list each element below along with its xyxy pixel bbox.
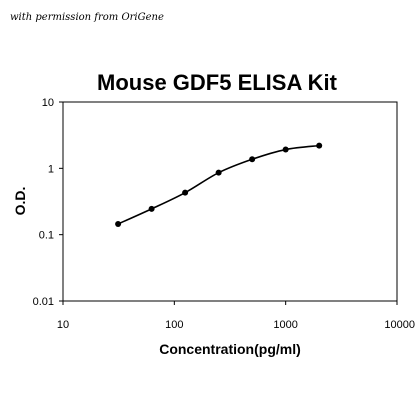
x-tick-label: 10000: [384, 319, 415, 331]
data-point: [282, 146, 289, 153]
data-point: [148, 205, 155, 212]
y-tick-label: 0.1: [39, 230, 54, 242]
credit-text: with permission from OriGene: [10, 12, 164, 23]
chart-title: Mouse GDF5 ELISA Kit: [97, 70, 338, 95]
data-point: [316, 142, 323, 149]
y-tick-label: 1: [48, 163, 54, 175]
y-tick-label: 10: [42, 97, 54, 109]
y-tick-label: 0.01: [33, 296, 54, 308]
data-point: [249, 156, 256, 163]
series-points: [115, 142, 323, 227]
x-axis: 10 100 1000 10000: [57, 301, 415, 331]
plot-area: [62, 101, 398, 302]
x-tick-label: 10: [57, 319, 69, 331]
data-point: [115, 220, 122, 227]
x-axis-label: Concentration(pg/ml): [159, 341, 301, 357]
y-axis-label: O.D.: [12, 187, 28, 216]
y-axis: 0.01 0.1 1 10: [33, 97, 63, 308]
data-point: [215, 169, 222, 176]
data-point: [182, 189, 189, 196]
x-tick-label: 1000: [273, 319, 297, 331]
x-tick-label: 100: [165, 319, 183, 331]
